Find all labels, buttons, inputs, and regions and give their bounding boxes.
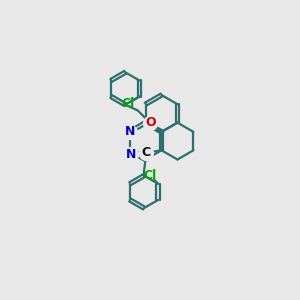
Text: C: C [142,146,151,159]
Text: Cl: Cl [122,97,135,110]
Text: N: N [124,125,135,138]
Text: Cl: Cl [143,169,156,182]
Text: N: N [125,148,136,161]
Text: O: O [145,116,155,130]
